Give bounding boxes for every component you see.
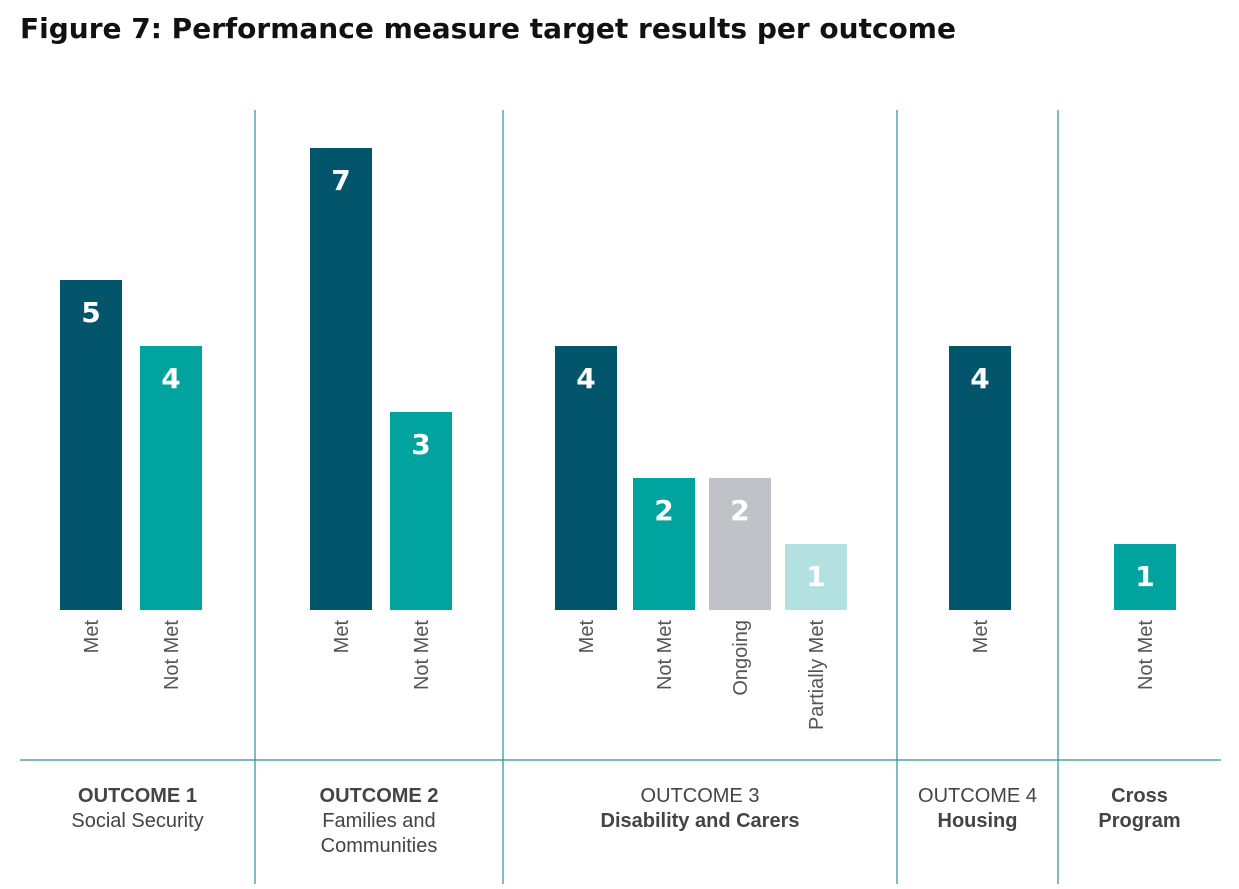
bar-group-2-met bbox=[310, 148, 372, 610]
bar-value-group-1-not-met: 4 bbox=[161, 362, 180, 395]
bar-group-1-not-met bbox=[140, 346, 202, 610]
category-label-group-5-not-met: Not Met bbox=[1135, 620, 1157, 690]
group-label-group-4-line-2: Housing bbox=[938, 810, 1018, 832]
bar-value-group-5-not-met: 1 bbox=[1135, 560, 1154, 593]
category-label-group-1-met: Met bbox=[81, 620, 103, 654]
bar-group-3-met bbox=[555, 346, 617, 610]
category-label-group-3-partially-met: Partially Met bbox=[806, 620, 828, 730]
group-label-group-1-line-1: OUTCOME 1 bbox=[78, 785, 197, 807]
bar-value-group-2-not-met: 3 bbox=[411, 428, 430, 461]
group-labels: OUTCOME 1 Social Security OUTCOME 2 Familie… bbox=[71, 785, 1180, 857]
group-label-group-5-line-1: Cross bbox=[1111, 785, 1168, 807]
bar-value-group-3-partially-met: 1 bbox=[806, 560, 825, 593]
category-label-group-2-met: Met bbox=[331, 620, 353, 654]
category-label-group-1-not-met: Not Met bbox=[161, 620, 183, 690]
bar-value-group-4-met: 4 bbox=[970, 362, 989, 395]
bar-value-group-3-ongoing: 2 bbox=[730, 494, 749, 527]
bar-group-3-not-met bbox=[633, 478, 695, 610]
bar-group-3-ongoing bbox=[709, 478, 771, 610]
group-label-group-1-line-2: Social Security bbox=[71, 810, 203, 832]
group-label-group-2-line-1: OUTCOME 2 bbox=[320, 785, 439, 807]
bar-group-5-not-met bbox=[1114, 544, 1176, 610]
bar-value-group-1-met: 5 bbox=[81, 296, 100, 329]
bar-value-group-3-met: 4 bbox=[576, 362, 595, 395]
bar-group-4-met bbox=[949, 346, 1011, 610]
group-label-group-2-line-2: Families and bbox=[322, 810, 435, 832]
bar-group-2-not-met bbox=[390, 412, 452, 610]
category-label-group-3-not-met: Not Met bbox=[654, 620, 676, 690]
category-labels: Met Not Met Met Not Met Met Not Met Ongoing Par… bbox=[81, 620, 1157, 730]
category-label-group-3-met: Met bbox=[576, 620, 598, 654]
group-label-group-3-line-1: OUTCOME 3 bbox=[641, 785, 760, 807]
group-label-group-3-line-2: Disability and Carers bbox=[601, 810, 800, 832]
group-dividers bbox=[20, 110, 1221, 884]
group-label-group-4-line-1: OUTCOME 4 bbox=[918, 785, 1037, 807]
bar-value-group-3-not-met: 2 bbox=[654, 494, 673, 527]
bar-group-1-met bbox=[60, 280, 122, 610]
category-label-group-2-not-met: Not Met bbox=[411, 620, 433, 690]
bar-value-group-2-met: 7 bbox=[331, 164, 350, 197]
bar-group-3-partially-met bbox=[785, 544, 847, 610]
group-label-group-2-line-3: Communities bbox=[321, 835, 438, 857]
chart-title: Figure 7: Performance measure target res… bbox=[20, 12, 956, 45]
category-label-group-3-ongoing: Ongoing bbox=[730, 620, 752, 696]
group-label-group-5-line-2: Program bbox=[1098, 810, 1180, 832]
bars: 5 4 7 3 4 2 2 1 4 1 bbox=[60, 148, 1176, 610]
category-label-group-4-met: Met bbox=[970, 620, 992, 654]
